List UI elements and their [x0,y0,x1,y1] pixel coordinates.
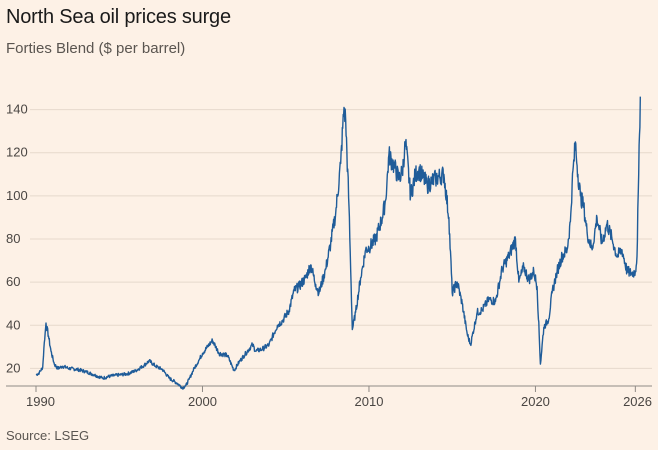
y-tick-label: 120 [6,145,28,160]
y-tick-label: 100 [6,188,28,203]
x-axis-ticks: 1990 2000 2010 2020 2026 [26,386,652,409]
x-tick-label: 2020 [521,394,550,409]
x-tick-label: 2000 [188,394,217,409]
y-tick-label: 40 [6,317,20,332]
chart-subtitle: Forties Blend ($ per barrel) [6,40,186,57]
x-tick-label: 2010 [355,394,384,409]
y-axis-ticks: 20 40 60 80 100 120 140 [6,102,28,376]
x-tick-label: 1990 [26,394,55,409]
y-tick-label: 20 [6,360,20,375]
y-tick-label: 60 [6,274,20,289]
chart-title: North Sea oil prices surge [6,6,231,28]
series-line-forties-blend [35,96,641,390]
y-tick-label: 80 [6,231,20,246]
y-tick-label: 140 [6,102,28,117]
x-tick-label: 2026 [623,394,652,409]
source-note: Source: LSEG [6,428,90,443]
